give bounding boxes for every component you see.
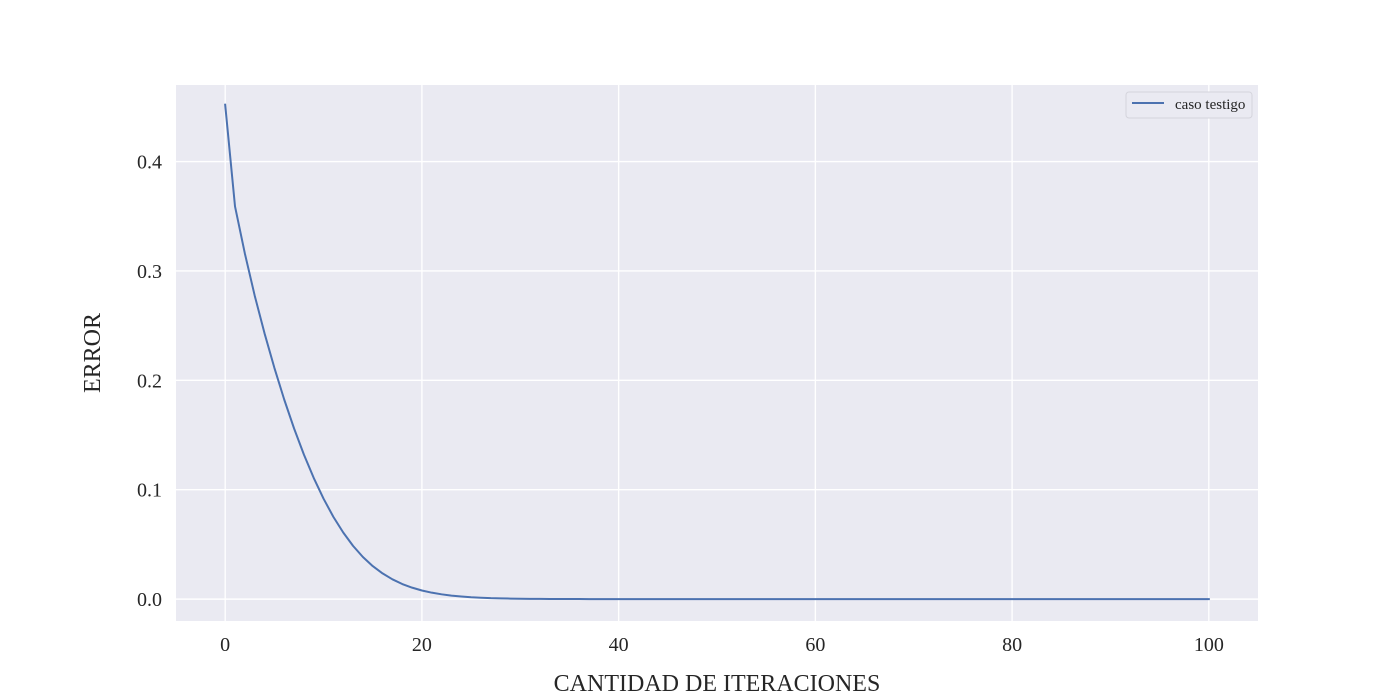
series-line-caso-testigo [224, 103, 1210, 601]
y-tick-label: 0.3 [137, 261, 162, 283]
x-axis-label: CANTIDAD DE ITERACIONES [554, 671, 881, 697]
plot-area [176, 85, 1258, 621]
x-tick-label: 40 [609, 634, 629, 656]
y-tick-label: 0.2 [137, 370, 162, 392]
x-tick-label: 0 [220, 634, 230, 656]
grid-lines [176, 85, 1258, 621]
legend-label-caso-testigo: caso testigo [1175, 97, 1245, 113]
x-tick-label: 20 [412, 634, 432, 656]
y-tick-label: 0.4 [137, 152, 162, 174]
y-axis-label: ERROR [80, 313, 106, 393]
y-tick-label: 0.1 [137, 480, 162, 502]
y-tick-label: 0.0 [137, 589, 162, 611]
x-tick-label: 100 [1194, 634, 1224, 656]
legend: caso testigo [1125, 91, 1253, 119]
series-layer [224, 103, 1210, 601]
y-axis-ticks: 0.0 0.1 0.2 0.3 0.4 [137, 152, 162, 612]
legend-box [1125, 91, 1253, 119]
x-tick-label: 80 [1002, 634, 1022, 656]
x-axis-ticks: 0 20 40 60 80 100 [220, 634, 1224, 656]
x-tick-label: 60 [805, 634, 825, 656]
